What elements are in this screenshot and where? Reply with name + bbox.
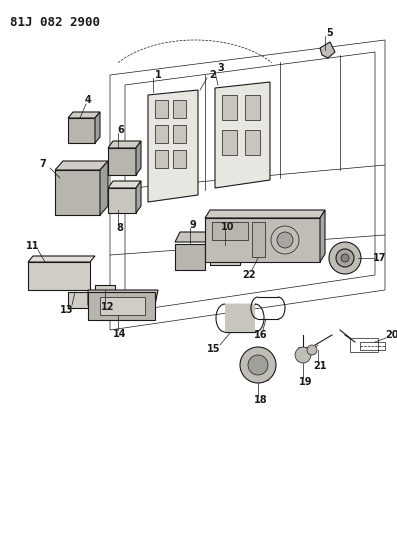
Polygon shape	[205, 210, 325, 218]
Polygon shape	[108, 188, 136, 213]
Polygon shape	[222, 95, 237, 120]
Text: 81J 082 2900: 81J 082 2900	[10, 16, 100, 29]
Circle shape	[271, 226, 299, 254]
Text: 17: 17	[373, 253, 387, 263]
Polygon shape	[88, 290, 158, 305]
Polygon shape	[148, 90, 198, 202]
Polygon shape	[215, 82, 270, 188]
Polygon shape	[212, 222, 248, 240]
Polygon shape	[173, 100, 186, 118]
Text: 14: 14	[113, 329, 127, 339]
Text: 4: 4	[85, 95, 91, 105]
Circle shape	[277, 232, 293, 248]
Text: 9: 9	[190, 220, 197, 230]
Polygon shape	[173, 125, 186, 143]
Circle shape	[341, 254, 349, 262]
Bar	[100, 297, 145, 315]
Bar	[360, 342, 385, 350]
Text: 2: 2	[210, 70, 216, 80]
Text: 8: 8	[117, 223, 123, 233]
Polygon shape	[108, 181, 141, 188]
Polygon shape	[55, 161, 108, 170]
Polygon shape	[68, 112, 100, 118]
Polygon shape	[175, 232, 210, 242]
Circle shape	[307, 345, 317, 355]
Polygon shape	[320, 210, 325, 262]
Polygon shape	[320, 42, 335, 58]
Polygon shape	[55, 170, 100, 215]
Polygon shape	[95, 112, 100, 143]
Polygon shape	[175, 244, 205, 270]
Polygon shape	[28, 262, 90, 290]
Polygon shape	[210, 238, 240, 265]
Text: 19: 19	[299, 377, 313, 387]
Polygon shape	[155, 150, 168, 168]
Polygon shape	[155, 125, 168, 143]
Circle shape	[336, 249, 354, 267]
Polygon shape	[68, 292, 88, 308]
Text: 1: 1	[154, 70, 161, 80]
Text: 21: 21	[313, 361, 327, 371]
Polygon shape	[245, 95, 260, 120]
Polygon shape	[88, 292, 155, 320]
Polygon shape	[108, 148, 136, 175]
Polygon shape	[205, 218, 320, 262]
Text: 11: 11	[26, 241, 40, 251]
Text: 15: 15	[207, 344, 221, 354]
Text: 7: 7	[40, 159, 46, 169]
Polygon shape	[173, 150, 186, 168]
Polygon shape	[252, 222, 265, 257]
Circle shape	[248, 355, 268, 375]
Text: 5: 5	[327, 28, 333, 38]
Text: 12: 12	[101, 302, 115, 312]
Text: 22: 22	[242, 270, 256, 280]
Polygon shape	[136, 141, 141, 175]
Polygon shape	[28, 256, 95, 262]
Circle shape	[240, 347, 276, 383]
Polygon shape	[100, 161, 108, 215]
Text: 13: 13	[60, 305, 74, 315]
Polygon shape	[68, 118, 95, 143]
Polygon shape	[136, 181, 141, 213]
Polygon shape	[245, 130, 260, 155]
Polygon shape	[155, 100, 168, 118]
Polygon shape	[95, 285, 115, 305]
Circle shape	[329, 242, 361, 274]
Bar	[225, 304, 255, 332]
Polygon shape	[222, 130, 237, 155]
Text: 10: 10	[221, 222, 235, 232]
Polygon shape	[108, 141, 141, 148]
Text: 3: 3	[218, 63, 224, 73]
Circle shape	[295, 347, 311, 363]
Text: 6: 6	[118, 125, 124, 135]
Text: 20: 20	[385, 330, 397, 340]
Text: 18: 18	[254, 395, 268, 405]
Text: 16: 16	[254, 330, 268, 340]
